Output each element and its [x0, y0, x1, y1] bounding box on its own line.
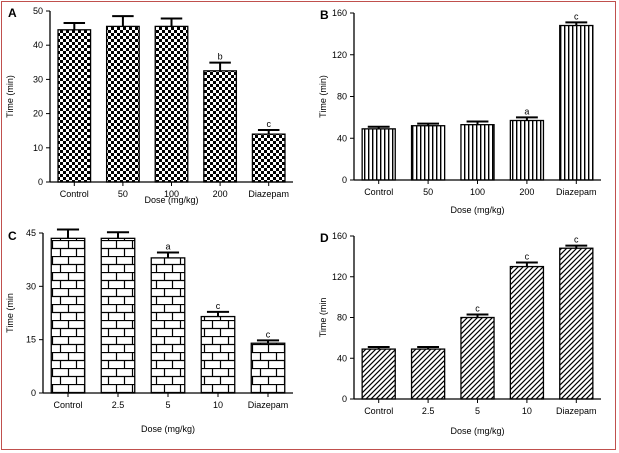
y-tick-label: 0	[31, 388, 36, 398]
bar	[460, 124, 495, 181]
x-tick-label: 10	[213, 400, 223, 410]
y-tick-label: 160	[332, 231, 347, 241]
panel-letter: B	[320, 8, 329, 22]
significance-label: a	[524, 106, 529, 116]
panel-letter: C	[8, 229, 17, 243]
panel-letter: A	[8, 6, 17, 20]
x-tick-label: 200	[213, 189, 228, 199]
x-tick-label: 5	[165, 400, 170, 410]
bar	[361, 128, 396, 181]
x-tick-label: Control	[60, 189, 89, 199]
y-tick-label: 40	[33, 40, 43, 50]
y-tick-label: 0	[342, 175, 347, 185]
x-tick-label: 100	[470, 187, 485, 197]
bar	[361, 348, 396, 400]
x-axis-label: Dose (mg/kg)	[450, 205, 504, 215]
significance-label: c	[266, 119, 271, 129]
significance-label: c	[266, 329, 271, 339]
chart-panel-a: A Control 50 100 b 200 c Diazepam 0 10 20 30 40 50 Tim…	[5, 6, 293, 205]
y-tick-label: 50	[33, 6, 43, 16]
y-tick-label: 80	[337, 313, 347, 323]
x-tick-label: Control	[364, 187, 393, 197]
x-tick-label: 200	[519, 187, 534, 197]
y-axis-label: Time (min	[318, 298, 328, 338]
y-tick-label: 0	[342, 394, 347, 404]
bar	[460, 316, 495, 400]
y-tick-label: 160	[332, 8, 347, 18]
y-tick-label: 30	[33, 74, 43, 84]
x-tick-label: Diazepam	[556, 187, 597, 197]
bar	[203, 70, 238, 183]
x-tick-label: 5	[475, 406, 480, 416]
chart-panel-d: D Control 2.5 c 5 c 10 c Diazepam 0 40 80 120 160 Time…	[318, 231, 601, 436]
bar	[50, 237, 86, 394]
y-tick-label: 45	[26, 228, 36, 238]
significance-label: a	[165, 242, 170, 252]
y-tick-label: 40	[337, 133, 347, 143]
y-tick-label: 15	[26, 335, 36, 345]
bar	[200, 315, 236, 394]
x-tick-label: Diazepam	[556, 406, 597, 416]
bar	[509, 265, 545, 400]
x-tick-label: 50	[118, 189, 128, 199]
bar	[559, 247, 594, 400]
x-axis-label: Dose (mg/kg)	[450, 426, 504, 436]
y-tick-label: 80	[337, 92, 347, 102]
x-tick-label: Control	[53, 400, 82, 410]
significance-label: c	[475, 303, 480, 313]
x-tick-label: 2.5	[112, 400, 125, 410]
y-axis-label: Time (min)	[318, 75, 328, 118]
bar	[250, 342, 286, 394]
bar	[410, 348, 446, 400]
bar	[57, 29, 92, 183]
bar	[509, 119, 545, 181]
y-tick-label: 120	[332, 50, 347, 60]
x-axis-label: Dose (mg/kg)	[144, 195, 198, 205]
x-axis-label: Dose (mg/kg)	[141, 424, 195, 434]
significance-label: c	[525, 251, 530, 261]
y-tick-label: 120	[332, 272, 347, 282]
y-tick-label: 20	[33, 109, 43, 119]
bar	[154, 25, 189, 183]
y-axis-label: Time (min)	[5, 75, 15, 118]
bar	[100, 237, 136, 394]
y-tick-label: 30	[26, 281, 36, 291]
bar	[559, 24, 594, 181]
bar	[150, 257, 186, 394]
bar	[251, 133, 286, 183]
x-tick-label: 50	[423, 187, 433, 197]
panel-letter: D	[320, 231, 329, 245]
significance-label: c	[216, 301, 221, 311]
y-tick-label: 40	[337, 353, 347, 363]
significance-label: c	[574, 235, 579, 245]
bar	[410, 125, 446, 181]
x-tick-label: 2.5	[422, 406, 435, 416]
x-tick-label: 100	[164, 189, 179, 199]
significance-label: b	[218, 52, 223, 62]
x-tick-label: 10	[522, 406, 532, 416]
y-tick-label: 0	[38, 177, 43, 187]
bar	[105, 25, 140, 183]
chart-panel-b: B Control 50 100 a 200 c Diazepam 0 40 80 120 160 Tim…	[318, 8, 601, 215]
significance-label: c	[574, 11, 579, 21]
y-axis-label: Time (min	[5, 293, 15, 333]
x-tick-label: Diazepam	[248, 189, 289, 199]
x-tick-label: Control	[364, 406, 393, 416]
x-tick-label: Diazepam	[248, 400, 289, 410]
y-tick-label: 10	[33, 143, 43, 153]
chart-panel-c: C Control 2.5 a 5 c 10 c Diazepam 0 15 30 45 Time (mi…	[5, 228, 293, 434]
